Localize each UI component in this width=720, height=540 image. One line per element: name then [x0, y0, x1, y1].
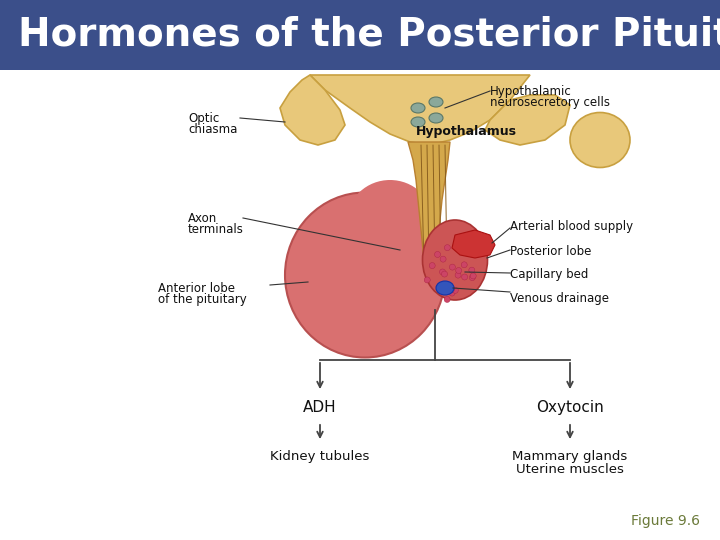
Text: Hormones of the Posterior Pituitary: Hormones of the Posterior Pituitary [18, 16, 720, 54]
Ellipse shape [462, 262, 467, 268]
Text: Arterial blood supply: Arterial blood supply [510, 220, 633, 233]
Ellipse shape [429, 97, 443, 107]
Ellipse shape [462, 274, 467, 280]
Ellipse shape [439, 269, 446, 275]
Ellipse shape [449, 286, 454, 292]
Text: Figure 9.6: Figure 9.6 [631, 514, 700, 528]
Text: Mammary glands: Mammary glands [513, 450, 628, 463]
Ellipse shape [469, 275, 475, 281]
Text: Oxytocin: Oxytocin [536, 400, 604, 415]
Ellipse shape [429, 262, 435, 268]
Bar [0, 0, 720, 70]
Ellipse shape [444, 296, 450, 302]
Text: Uterine muscles: Uterine muscles [516, 463, 624, 476]
Ellipse shape [411, 103, 425, 113]
Text: Hypothalamus: Hypothalamus [416, 125, 517, 138]
Ellipse shape [470, 273, 476, 279]
Text: Posterior lobe: Posterior lobe [510, 245, 591, 258]
Ellipse shape [435, 252, 441, 258]
Ellipse shape [449, 264, 455, 270]
Polygon shape [452, 230, 495, 258]
Ellipse shape [285, 192, 445, 357]
Ellipse shape [452, 287, 459, 293]
Text: Optic: Optic [188, 112, 220, 125]
Polygon shape [280, 75, 345, 145]
Polygon shape [310, 75, 530, 145]
Text: Venous drainage: Venous drainage [510, 292, 609, 305]
Ellipse shape [441, 271, 448, 277]
Polygon shape [408, 142, 450, 270]
Text: terminals: terminals [188, 223, 244, 236]
Ellipse shape [440, 256, 446, 262]
Text: Kidney tubules: Kidney tubules [270, 450, 369, 463]
Text: neurosecretory cells: neurosecretory cells [490, 96, 610, 109]
Ellipse shape [456, 267, 462, 274]
Ellipse shape [436, 281, 454, 295]
Ellipse shape [446, 286, 452, 293]
Text: chiasma: chiasma [188, 123, 238, 136]
Ellipse shape [469, 267, 474, 273]
Text: of the pituitary: of the pituitary [158, 293, 247, 306]
Text: Axon: Axon [188, 212, 217, 225]
Ellipse shape [411, 117, 425, 127]
Ellipse shape [423, 220, 487, 300]
Polygon shape [485, 95, 570, 145]
Ellipse shape [444, 245, 450, 251]
Ellipse shape [455, 272, 461, 278]
Text: Anterior lobe: Anterior lobe [158, 282, 235, 295]
Ellipse shape [449, 290, 455, 296]
Ellipse shape [429, 113, 443, 123]
Ellipse shape [570, 112, 630, 167]
Text: ADH: ADH [303, 400, 337, 415]
Ellipse shape [348, 180, 433, 260]
Text: Hypothalamic: Hypothalamic [490, 85, 572, 98]
Text: Capillary bed: Capillary bed [510, 268, 588, 281]
Ellipse shape [424, 277, 431, 283]
